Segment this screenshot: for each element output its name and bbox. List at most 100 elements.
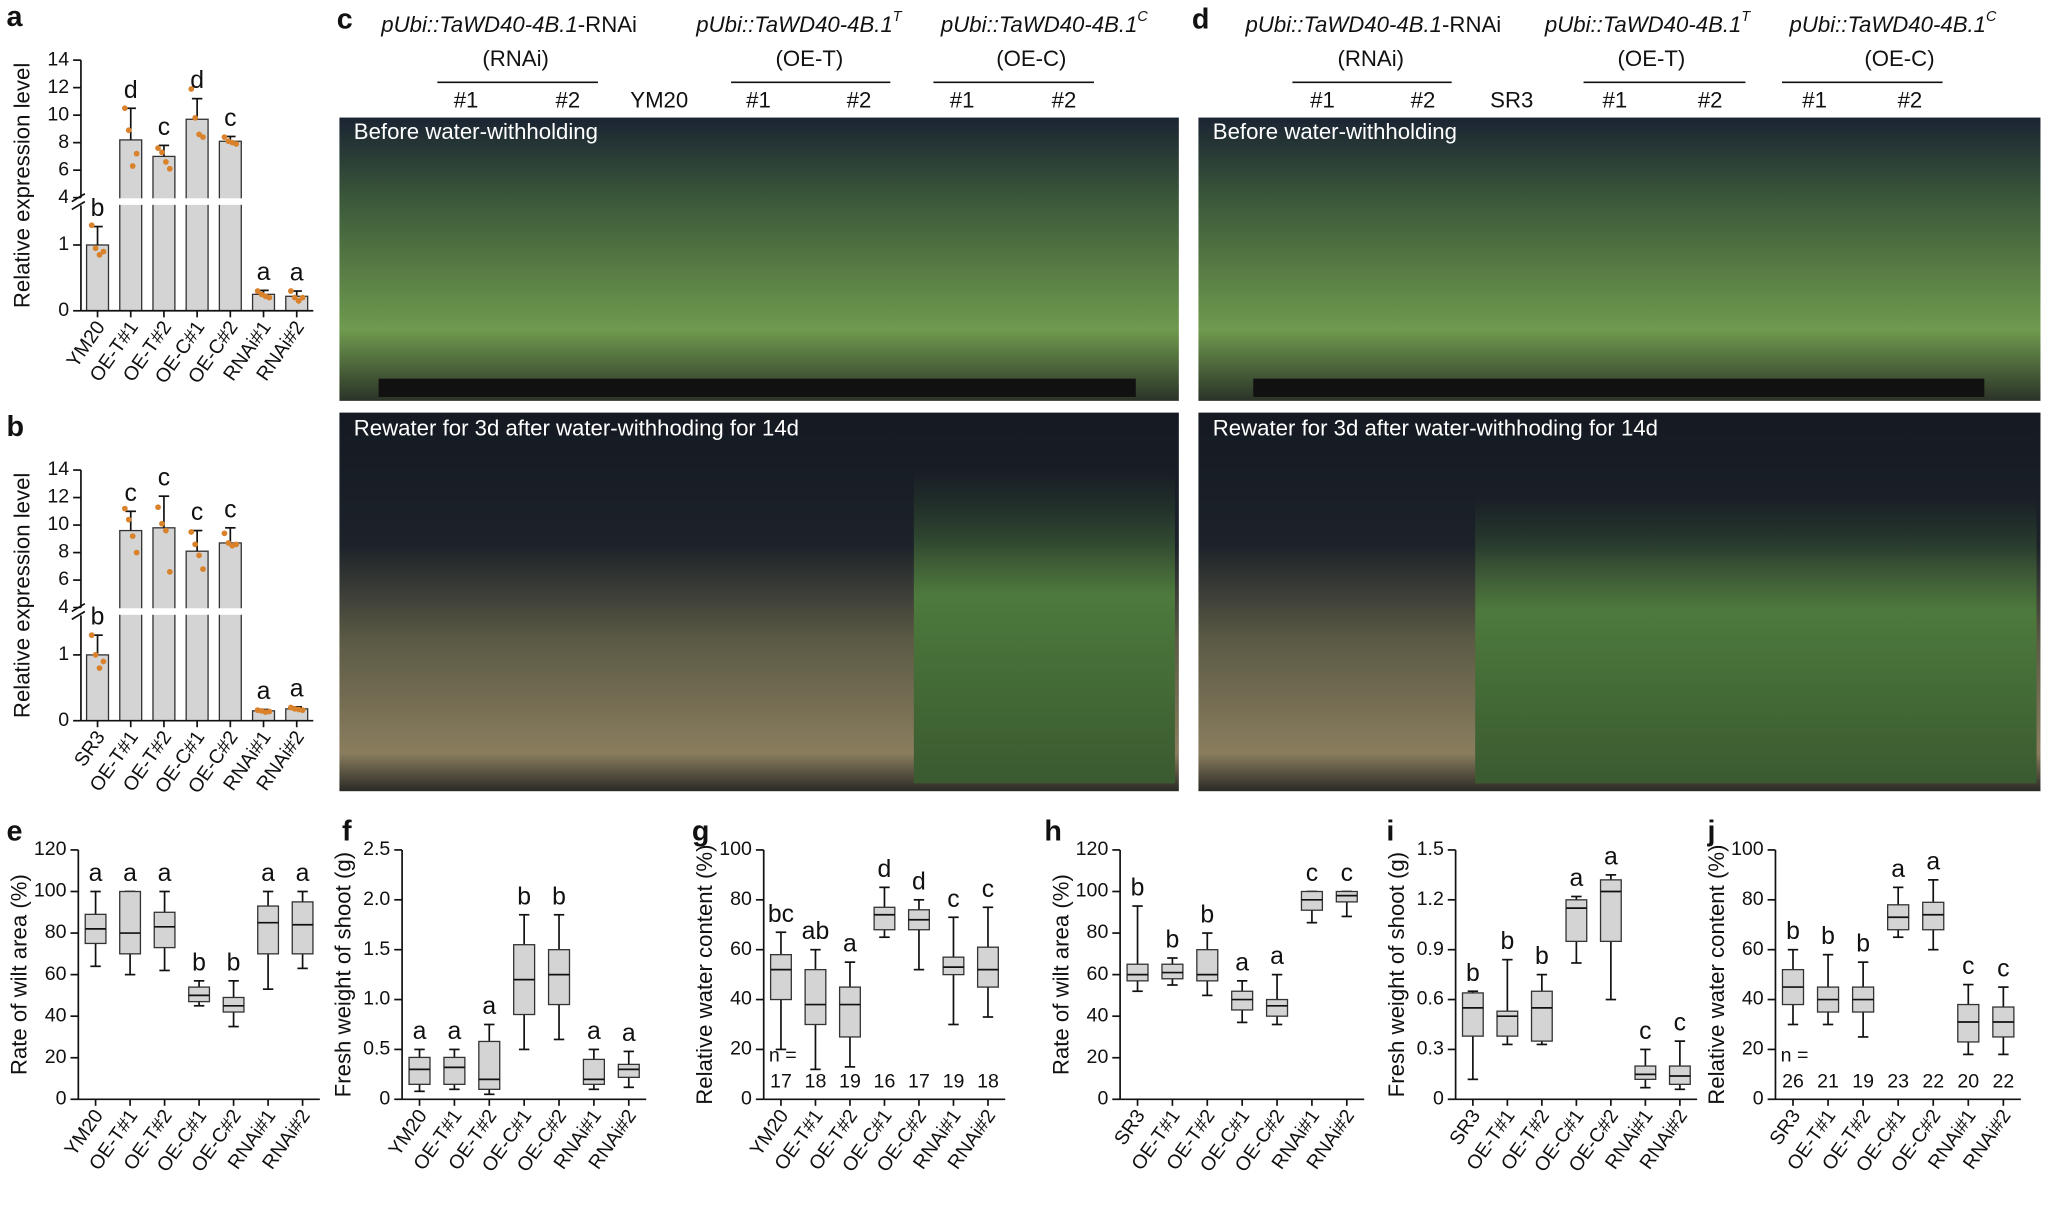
box: [1161, 963, 1184, 980]
data-point: [155, 145, 161, 152]
box: [1265, 998, 1289, 1017]
y-tick-label: 20: [45, 1046, 67, 1068]
n-value: 18: [805, 1070, 827, 1092]
data-point: [159, 520, 165, 527]
box: [188, 986, 211, 1003]
data-point: [254, 288, 261, 294]
y-tick-label: 14: [47, 48, 69, 70]
data-point: [188, 86, 195, 92]
y-tick-label: 2.5: [363, 838, 390, 860]
y-tick-label: 8: [58, 131, 69, 153]
y-tick-label: 20: [1087, 1046, 1109, 1068]
data-point: [287, 288, 294, 294]
data-point: [166, 165, 173, 172]
line-label: #1: [950, 88, 975, 113]
data-point: [88, 632, 95, 639]
box: [1599, 879, 1622, 943]
data-point: [188, 529, 195, 535]
line-label: #2: [847, 88, 872, 113]
significance-letter: b: [552, 883, 566, 910]
y-axis-label: Relative water content (%): [1704, 845, 1729, 1105]
significance-letter: a: [413, 1018, 427, 1045]
significance-letter: b: [1856, 931, 1870, 958]
construct: pUbi::TaWD40-4B.1: [1245, 12, 1443, 37]
box: [478, 1040, 501, 1090]
significance-letter: d: [124, 77, 138, 104]
n-value: 21: [1817, 1070, 1839, 1092]
construct: pUbi::TaWD40-4B.1: [940, 12, 1138, 37]
box: [1126, 963, 1149, 982]
construct-superscript: T: [1741, 9, 1751, 25]
n-label: n =: [769, 1044, 797, 1066]
data-point: [100, 658, 107, 665]
box: [1957, 1003, 1980, 1043]
significance-letter: a: [257, 678, 271, 705]
significance-letter: b: [1786, 918, 1800, 945]
break-mark: [71, 610, 86, 621]
significance-letter: b: [227, 949, 241, 976]
data-point: [96, 665, 103, 671]
y-axis-label: Relative water content (%): [692, 845, 717, 1105]
significance-letter: c: [224, 496, 236, 523]
bar: [152, 155, 176, 312]
line-label: #1: [1310, 88, 1335, 113]
axis-break: [67, 198, 316, 205]
construct-label: pUbi::TaWD40-4B.1T: [1544, 9, 1752, 37]
significance-letter: a: [1604, 843, 1618, 870]
data-point: [121, 105, 128, 112]
break-mark: [71, 602, 86, 613]
construct: pUbi::TaWD40-4B.1: [695, 12, 893, 37]
panel-label: c: [337, 4, 353, 36]
y-tick-label: 100: [719, 838, 752, 860]
y-tick-label: 0: [1433, 1087, 1444, 1109]
y-tick-label: 0: [1753, 1087, 1764, 1109]
y-tick-label: 60: [730, 938, 752, 960]
significance-letter: b: [1466, 960, 1480, 987]
box: [1461, 992, 1484, 1037]
y-tick-label: 4: [58, 596, 69, 618]
data-point: [166, 568, 173, 575]
y-tick-label: 12: [47, 486, 69, 508]
y-tick-label: 80: [1087, 921, 1109, 943]
construct-superscript: T: [893, 9, 903, 25]
y-axis-label: Relative expression level: [9, 473, 34, 718]
panel-label: j: [1707, 816, 1716, 848]
y-tick-label: 40: [1087, 1004, 1109, 1026]
significance-letter: b: [1535, 943, 1549, 970]
panel-label: f: [342, 816, 352, 848]
group-abbr: (RNAi): [482, 46, 549, 71]
box: [291, 901, 314, 955]
y-tick-label: 80: [1742, 888, 1764, 910]
significance-letter: c: [947, 886, 959, 913]
bar: [85, 654, 110, 722]
construct-label: pUbi::TaWD40-4B.1C: [940, 9, 1148, 37]
group-abbr: (OE-T): [776, 46, 844, 71]
bar: [152, 527, 176, 722]
box: [976, 946, 999, 988]
construct-suffix: -RNAi: [1442, 12, 1501, 37]
data-point: [266, 294, 273, 301]
y-tick-label: 0: [741, 1087, 752, 1109]
significance-letter: a: [482, 993, 496, 1020]
significance-letter: b: [91, 604, 105, 631]
box: [838, 986, 861, 1038]
bar: [119, 529, 143, 722]
significance-letter: a: [622, 1020, 636, 1047]
y-tick-label: 4: [58, 186, 69, 208]
significance-letter: a: [290, 260, 304, 287]
y-tick-label: 1.5: [363, 938, 390, 960]
line-label: #1: [454, 88, 479, 113]
data-point: [133, 150, 140, 157]
significance-letter: a: [89, 860, 103, 887]
box: [582, 1058, 606, 1085]
data-point: [125, 516, 132, 523]
line-label: #2: [1052, 88, 1077, 113]
y-tick-label: 0.9: [1417, 938, 1444, 960]
n-value: 16: [874, 1070, 896, 1092]
control-label: SR3: [1490, 88, 1533, 113]
photo-caption: Rewater for 3d after water-withhoding fo…: [354, 415, 799, 440]
significance-letter: b: [91, 195, 105, 222]
box: [942, 956, 965, 976]
n-value: 23: [1887, 1070, 1909, 1092]
significance-letter: d: [878, 856, 892, 883]
